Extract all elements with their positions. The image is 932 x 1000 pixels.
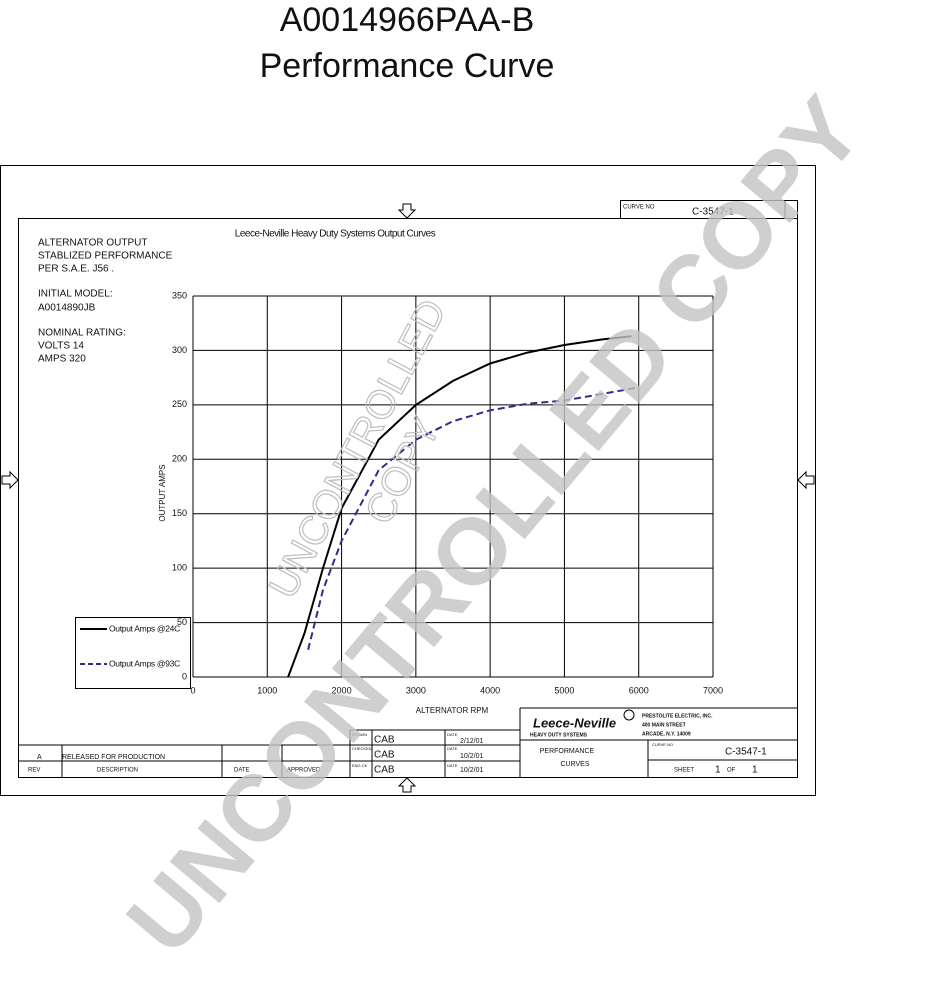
- watermark-text: UNCONTROLLED COPY: [106, 77, 881, 973]
- note: VOLTS 14: [38, 341, 84, 352]
- note: STABLIZED PERFORMANCE: [38, 251, 173, 262]
- series-line: [307, 386, 639, 651]
- label: CURVE NO: [623, 205, 655, 211]
- y-tick-label: 200: [172, 454, 187, 464]
- date-label: DATE: [447, 732, 458, 737]
- curve-no: C-3547-1: [692, 207, 734, 218]
- sheet-frame: [0, 165, 816, 796]
- curve-no: C-3547-1: [725, 747, 767, 758]
- header: DESCRIPTION: [97, 768, 138, 774]
- company: PRESTOLITE ELECTRIC, INC.: [642, 713, 713, 719]
- rev: A: [37, 754, 42, 761]
- y-tick-label: 50: [177, 617, 187, 627]
- stamp: UNCONTROLLED: [261, 292, 455, 605]
- note: INITIAL MODEL:: [38, 289, 113, 300]
- inner-frame: [18, 218, 798, 778]
- company: 400 MAIN STREET: [642, 722, 686, 728]
- name: CAB: [374, 735, 395, 746]
- x-tick-label: 7000: [703, 685, 723, 695]
- company: ARCADE, N.Y. 14009: [642, 731, 691, 737]
- drawing-title: CURVES: [560, 761, 589, 768]
- name: CAB: [374, 765, 395, 776]
- x-tick-label: 6000: [629, 685, 649, 695]
- x-tick-label: 0: [190, 685, 195, 695]
- stamp: COPY: [357, 410, 449, 531]
- label: CURVE NO: [652, 742, 673, 747]
- notes: ALTERNATOR OUTPUT STABLIZED PERFORMANCE …: [38, 238, 173, 365]
- date: 2/12/01: [460, 738, 483, 745]
- date: 10/2/01: [460, 767, 483, 774]
- note: NOMINAL RATING:: [38, 328, 126, 339]
- arrow: [1, 470, 19, 490]
- y-tick-label: 100: [172, 563, 187, 573]
- description: RELEASED FOR PRODUCTION: [62, 754, 165, 761]
- y-tick-label: 0: [182, 671, 187, 681]
- header: APPROVED: [287, 768, 321, 774]
- date-label: DATE: [447, 763, 458, 768]
- table-rules: [18, 707, 797, 777]
- drawing-title: PERFORMANCE: [540, 748, 595, 755]
- header: DATE: [234, 768, 250, 774]
- legend-label: Output Amps @93C: [109, 658, 180, 668]
- y-tick-label: 150: [172, 508, 187, 518]
- y-tick-label: 350: [172, 290, 187, 300]
- arrow: [797, 470, 815, 490]
- chart: Leece-Neville Heavy Duty Systems Output …: [75, 229, 723, 715]
- x-tick-label: 4000: [480, 685, 500, 695]
- logo-sub: HEAVY DUTY SYSTEMS: [530, 732, 588, 738]
- date-label: DATE: [447, 746, 458, 751]
- y-axis-label: OUTPUT AMPS: [158, 464, 167, 521]
- title-block: CURVE NO C-3547-1 A RELEASED FOR PRODUCT…: [18, 200, 798, 777]
- y-tick-label: 250: [172, 399, 187, 409]
- label: OF: [727, 768, 736, 774]
- sheet-total: 1: [752, 765, 758, 776]
- header: REV: [28, 768, 40, 774]
- legend: [75, 617, 191, 689]
- note: PER S.A.E. J56 .: [38, 264, 114, 275]
- arrow: [397, 203, 417, 219]
- role: DRAWN: [352, 732, 367, 737]
- part-number: A0014966PAA-B: [280, 1, 535, 39]
- logo-mark: [623, 709, 635, 721]
- chart-title: Leece-Neville Heavy Duty Systems Output …: [235, 229, 436, 240]
- date: 10/2/01: [460, 753, 483, 760]
- note: A0014890JB: [38, 303, 96, 314]
- arrow: [397, 777, 417, 793]
- page-title: Performance Curve: [260, 47, 555, 85]
- note: ALTERNATOR OUTPUT: [38, 238, 147, 249]
- x-tick-label: 5000: [554, 685, 574, 695]
- x-axis-label: ALTERNATOR RPM: [416, 706, 489, 715]
- legend-label: Output Amps @24C: [109, 623, 180, 633]
- box: [620, 200, 798, 219]
- note: AMPS 320: [38, 354, 86, 365]
- label: SHEET: [674, 768, 694, 774]
- series-line: [287, 335, 632, 678]
- y-tick-label: 300: [172, 345, 187, 355]
- x-tick-label: 2000: [332, 685, 352, 695]
- logo: Leece-Neville: [533, 715, 616, 730]
- name: CAB: [374, 750, 395, 761]
- watermark: UNCONTROLLED COPY UNCONTROLLED COPY: [106, 77, 881, 973]
- sheet: 1: [715, 765, 721, 776]
- role: ENG CK: [352, 763, 368, 768]
- x-tick-label: 3000: [406, 685, 426, 695]
- role: CHECKED: [352, 746, 372, 751]
- x-tick-label: 1000: [257, 685, 277, 695]
